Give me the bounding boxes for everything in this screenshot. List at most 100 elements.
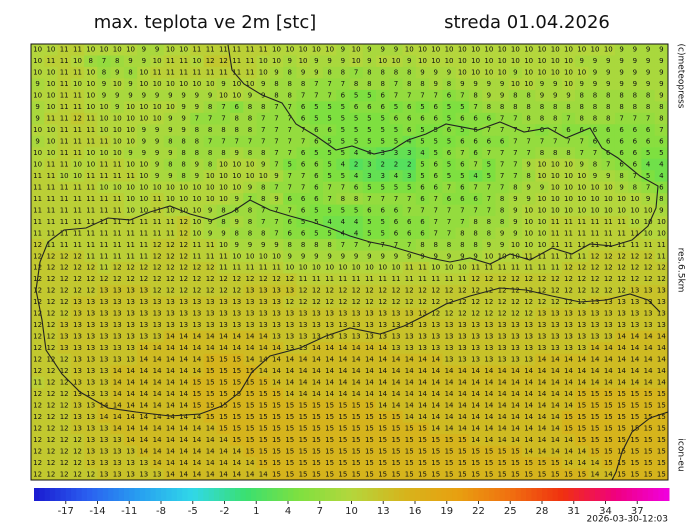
cell-value: 13	[537, 321, 546, 329]
cell	[70, 124, 85, 137]
colorbar-segment	[642, 488, 649, 501]
cell	[561, 434, 576, 446]
cell-value: 13	[206, 298, 215, 306]
cell	[561, 250, 576, 263]
cell	[495, 170, 510, 183]
cell	[269, 112, 284, 125]
cell	[535, 250, 549, 263]
cell-value: 10	[46, 92, 55, 100]
cell-value: 7	[288, 126, 292, 134]
cell-value: 13	[179, 310, 188, 318]
cell-value: 10	[644, 218, 653, 226]
cell-value: 5	[460, 126, 464, 134]
cell	[588, 399, 603, 412]
cell	[575, 101, 589, 114]
cell	[163, 193, 178, 206]
cell-value: 10	[285, 46, 294, 54]
cell	[588, 353, 603, 366]
cell-value: 6	[420, 229, 425, 237]
cell-value: 13	[418, 321, 427, 329]
cell	[362, 376, 377, 389]
colorbar-label: -11	[121, 506, 137, 517]
cell-value: 15	[617, 459, 626, 467]
cell	[110, 330, 125, 343]
cell-value: 15	[246, 401, 255, 409]
cell	[429, 434, 443, 446]
cell	[243, 353, 258, 366]
cell	[508, 193, 523, 206]
cell	[216, 273, 231, 286]
cell-value: 15	[312, 413, 321, 421]
cell	[442, 411, 457, 424]
cell	[654, 319, 669, 332]
cell	[415, 181, 430, 194]
cell	[190, 147, 204, 160]
cell-value: 9	[646, 80, 650, 88]
cell-value: 14	[498, 413, 507, 421]
cell-value: 14	[272, 344, 281, 352]
cell	[31, 399, 45, 412]
cell-value: 10	[86, 160, 95, 168]
cell-value: 15	[378, 413, 387, 421]
cell-value: 13	[73, 333, 82, 341]
cell	[601, 78, 616, 91]
cell-value: 8	[606, 103, 610, 111]
cell	[163, 330, 178, 343]
cell-value: 14	[139, 356, 148, 364]
cell	[150, 296, 165, 309]
cell	[256, 468, 271, 481]
cell	[548, 376, 563, 389]
cell-value: 14	[405, 401, 414, 409]
cell	[243, 434, 258, 446]
cell	[482, 376, 496, 389]
cell	[137, 66, 151, 79]
cell-value: 13	[153, 470, 162, 478]
cell	[269, 445, 284, 458]
cell-value: 14	[378, 367, 387, 375]
cell-value: 12	[60, 264, 69, 272]
colorbar-segment	[314, 488, 321, 501]
cell-value: 12	[33, 264, 42, 272]
cell-value: 8	[221, 126, 225, 134]
cell	[269, 66, 284, 79]
cell	[216, 468, 231, 481]
cell-value: 14	[391, 390, 400, 398]
cell-value: 12	[564, 298, 573, 306]
cell	[163, 376, 178, 389]
cell-value: 9	[354, 252, 358, 260]
cell	[362, 330, 377, 343]
cell-value: 14	[365, 378, 374, 386]
cell	[495, 158, 510, 171]
cell-value: 9	[221, 229, 225, 237]
cell-value: 10	[192, 80, 201, 88]
cell	[269, 250, 284, 263]
cell	[322, 353, 337, 366]
cell-value: 15	[445, 470, 454, 478]
cell-value: 10	[431, 46, 440, 54]
cell	[31, 434, 45, 446]
cell-value: 12	[33, 424, 42, 432]
cell	[389, 66, 403, 79]
cell	[84, 158, 98, 171]
cell	[362, 135, 377, 148]
cell	[203, 147, 218, 160]
cell	[176, 193, 191, 206]
cell-value: 7	[407, 92, 411, 100]
cell-value: 9	[128, 57, 132, 65]
cell-value: 14	[285, 390, 294, 398]
cell-value: 7	[434, 206, 438, 214]
cell	[482, 388, 496, 401]
cell	[561, 376, 576, 389]
cell-value: 13	[299, 333, 308, 341]
cell-value: 15	[418, 459, 427, 467]
colorbar-segment	[372, 488, 379, 501]
cell	[349, 181, 364, 194]
cell-value: 9	[195, 103, 199, 111]
cell-value: 15	[219, 413, 228, 421]
cell	[442, 239, 457, 251]
cell	[283, 101, 297, 114]
cell-value: 12	[166, 287, 175, 295]
cell-value: 9	[195, 92, 199, 100]
cell-value: 15	[378, 459, 387, 467]
cell	[575, 307, 589, 320]
